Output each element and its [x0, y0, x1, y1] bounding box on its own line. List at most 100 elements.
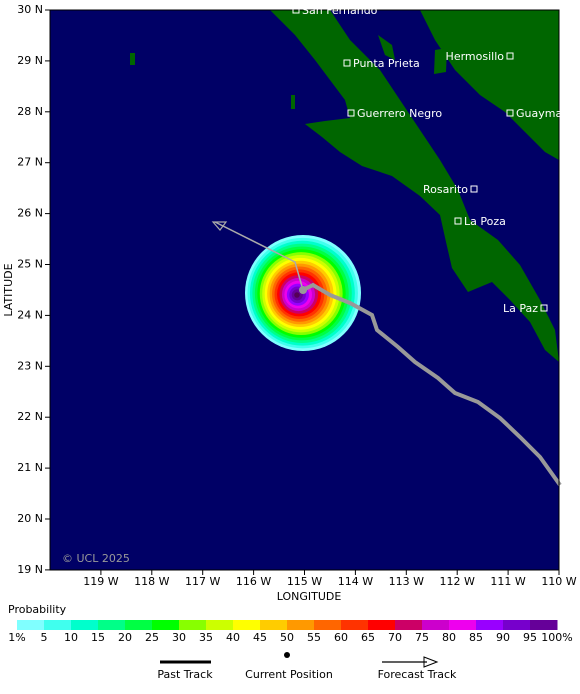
land	[130, 10, 559, 362]
lat-tick-label: 20 N	[17, 512, 43, 525]
lon-tick-label: 115 W	[287, 575, 322, 588]
scale-label: 55	[307, 631, 321, 644]
lat-tick-label: 29 N	[17, 54, 43, 67]
lat-tick-label: 26 N	[17, 207, 43, 220]
scale-label: 20	[118, 631, 132, 644]
scale-label: 85	[469, 631, 483, 644]
baja-peninsula	[270, 10, 559, 362]
lon-tick-label: 118 W	[134, 575, 169, 588]
scale-cell	[98, 620, 126, 630]
scale-cell	[125, 620, 153, 630]
scale-cell	[503, 620, 531, 630]
lat-tick-label: 23 N	[17, 359, 43, 372]
scale-cell	[395, 620, 423, 630]
scale-label: 50	[280, 631, 294, 644]
scale-cell	[17, 620, 45, 630]
scale-cell	[260, 620, 288, 630]
scale-cell	[314, 620, 342, 630]
lat-tick-label: 27 N	[17, 156, 43, 169]
cities: San Fernando Punta Prieta Hermosillo Guerre…	[292, 4, 568, 315]
mainland	[420, 10, 559, 160]
scale-label: 95	[523, 631, 537, 644]
scale-label: 30	[172, 631, 186, 644]
city-label: Hermosillo	[446, 50, 505, 63]
scale-label: 35	[199, 631, 213, 644]
island	[291, 95, 295, 109]
scale-cell	[206, 620, 234, 630]
scale-label: 5	[41, 631, 48, 644]
forecast-track	[214, 221, 304, 291]
y-axis-label: LATITUDE	[2, 263, 15, 316]
current-position-key	[284, 652, 290, 658]
city-label: Guerrero Negro	[357, 107, 442, 120]
city-marker	[506, 52, 514, 60]
city-marker	[347, 109, 355, 117]
lat-tick-label: 24 N	[17, 308, 43, 321]
past-track	[302, 282, 562, 487]
island	[378, 35, 395, 60]
lon-tick-label: 112 W	[440, 575, 475, 588]
scale-label: 10	[64, 631, 78, 644]
city-label: La Paz	[503, 302, 538, 315]
scale-cell	[44, 620, 72, 630]
city-marker	[343, 59, 351, 67]
forecast-arrow	[211, 221, 228, 231]
city-label: Rosarito	[423, 183, 468, 196]
city-label: La Poza	[464, 215, 506, 228]
scale-label: 70	[388, 631, 402, 644]
probability-ring	[294, 292, 300, 298]
city-label: Punta Prieta	[353, 57, 420, 70]
city-label: Guaymas	[516, 107, 568, 120]
island	[434, 48, 447, 74]
island	[130, 53, 135, 65]
lat-tick-label: 25 N	[17, 258, 43, 271]
scale-cell	[368, 620, 396, 630]
scale-label: 100%	[541, 631, 572, 644]
lon-tick-label: 113 W	[389, 575, 424, 588]
current-position	[299, 286, 307, 294]
x-axis-label: LONGITUDE	[277, 590, 342, 603]
lon-tick-label: 111 W	[490, 575, 525, 588]
scale-cell	[71, 620, 99, 630]
lat-tick-label: 19 N	[17, 563, 43, 576]
scale-cell	[179, 620, 207, 630]
legend-item: Forecast Track	[378, 668, 457, 681]
lon-tick-label: 117 W	[185, 575, 220, 588]
city-label: San Fernando	[302, 4, 378, 17]
scale-label: 75	[415, 631, 429, 644]
lon-tick-label: 114 W	[338, 575, 373, 588]
city-marker	[540, 304, 548, 312]
scale-cell	[530, 620, 558, 630]
scale-label: 15	[91, 631, 105, 644]
scale-cell	[287, 620, 315, 630]
lat-tick-label: 30 N	[17, 3, 43, 16]
lat-tick-label: 21 N	[17, 461, 43, 474]
scale-label: 40	[226, 631, 240, 644]
lon-tick-label: 119 W	[83, 575, 118, 588]
scale-label: 60	[334, 631, 348, 644]
ticks: 30 N 29 N 28 N 27 N 26 N 25 N 24 N 23 N 22 N 21 N…	[17, 3, 577, 588]
city-marker	[454, 217, 462, 225]
scale-cell	[422, 620, 450, 630]
scale-label: 45	[253, 631, 267, 644]
legend-item: Past Track	[157, 668, 213, 681]
scale-label: 80	[442, 631, 456, 644]
lon-tick-label: 116 W	[236, 575, 271, 588]
scale-label: 65	[361, 631, 375, 644]
lat-tick-label: 28 N	[17, 105, 43, 118]
legend-title: Probability	[8, 603, 67, 616]
scale-cell	[476, 620, 504, 630]
watermark: © UCL 2025	[62, 552, 130, 565]
city-marker	[292, 6, 300, 14]
city-marker	[506, 109, 514, 117]
color-scale: 1% 5 10 15 20 25 30 35 40 45 50 55 60 65 70 75 80 85 90 95 1…	[8, 620, 573, 644]
legend-item: Current Position	[245, 668, 333, 681]
lon-tick-label: 110 W	[541, 575, 576, 588]
scale-label: 1%	[8, 631, 25, 644]
lat-tick-label: 22 N	[17, 410, 43, 423]
scale-label: 90	[496, 631, 510, 644]
forecast-arrow-key	[423, 656, 439, 668]
city-marker	[470, 185, 478, 193]
scale-cell	[152, 620, 180, 630]
